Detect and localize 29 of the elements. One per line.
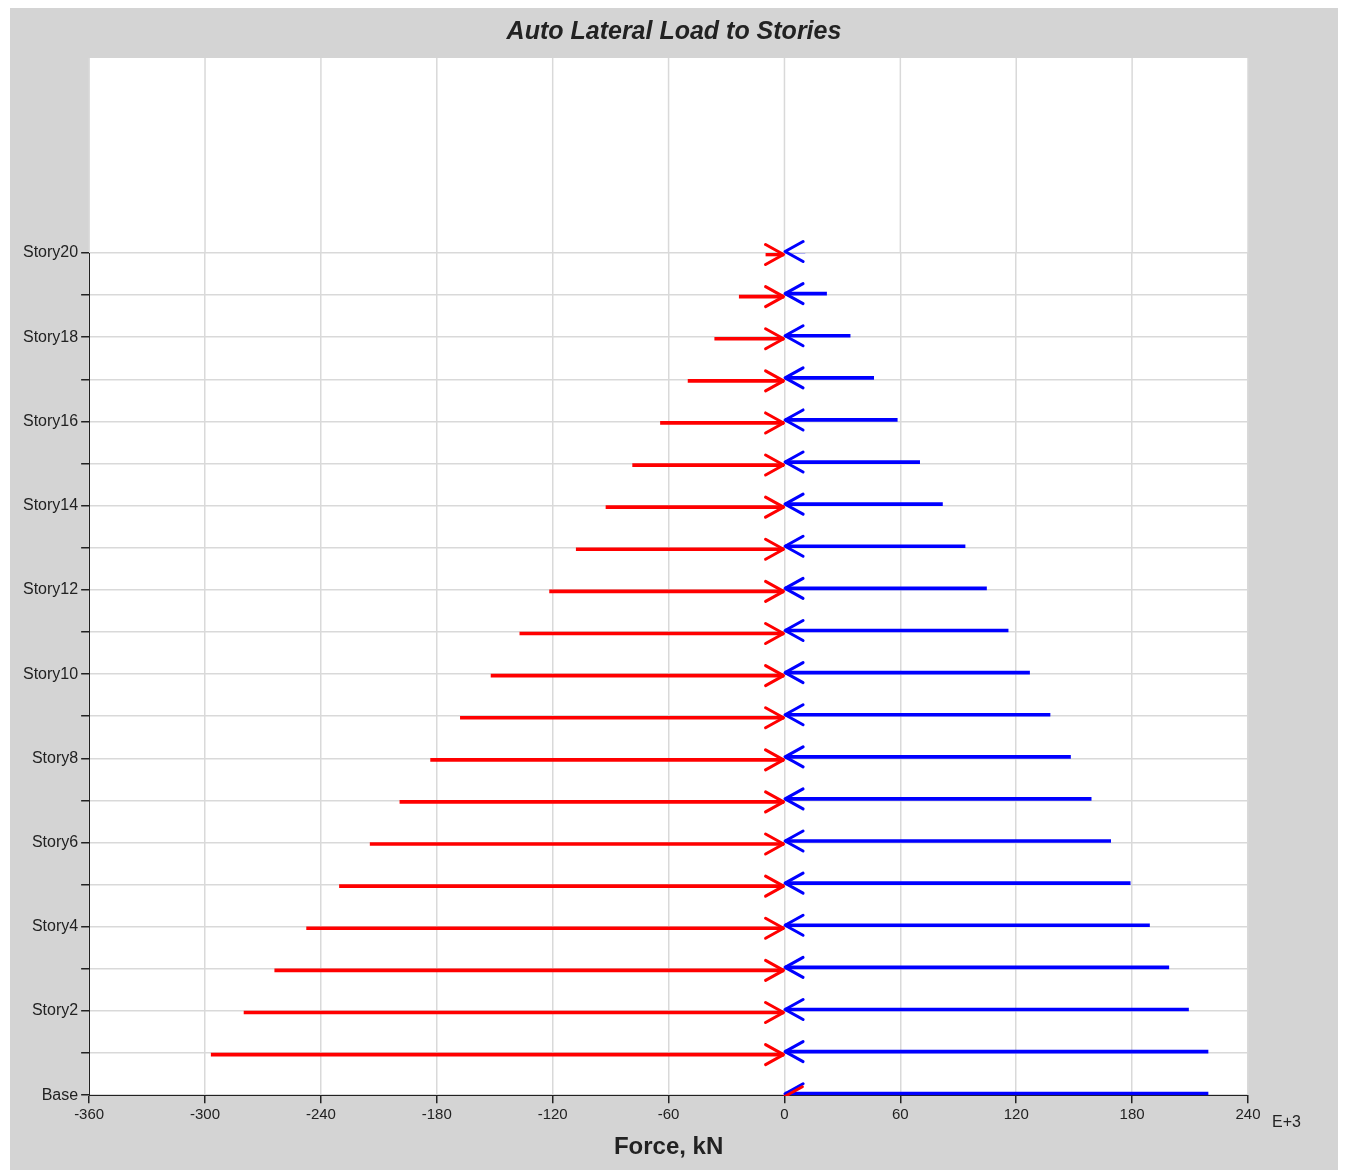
x-tick-label: 120 [1003,1105,1029,1123]
bar [714,336,785,341]
x-tick-label: 0 [780,1105,789,1123]
x-tick-label: -300 [190,1105,221,1123]
x-tick-label: -60 [657,1105,680,1123]
y-tick-label: Story20 [23,243,79,261]
bar [306,926,785,931]
x-tick-label: 180 [1119,1105,1145,1123]
x-tick-label: 240 [1235,1105,1261,1123]
y-tick-label: Story2 [31,1001,79,1019]
y-tick-label: Story12 [23,580,79,598]
y-tick-label: Story8 [31,748,79,766]
bar [575,547,785,552]
x-tick-label: 60 [892,1105,909,1123]
x-tick-label: -240 [305,1105,336,1123]
x-tick-label: -120 [537,1105,568,1123]
y-tick-label: Story6 [31,832,79,850]
y-tick-label: Story4 [31,917,79,935]
x-tick-label: -180 [421,1105,452,1123]
y-tick-label: Story10 [23,664,79,682]
text: E+3 [1272,1112,1302,1130]
chart-title: Auto Lateral Load to Stories [505,16,843,45]
y-tick-label: Story16 [23,411,79,429]
y-tick-label: Story18 [23,327,79,345]
y-tick-label: Story14 [23,496,79,514]
y-tick-label: Base [41,1085,79,1103]
x-tick-label: -360 [74,1105,105,1123]
bar [460,715,785,720]
x-axis-title: Force, kN [613,1132,724,1160]
